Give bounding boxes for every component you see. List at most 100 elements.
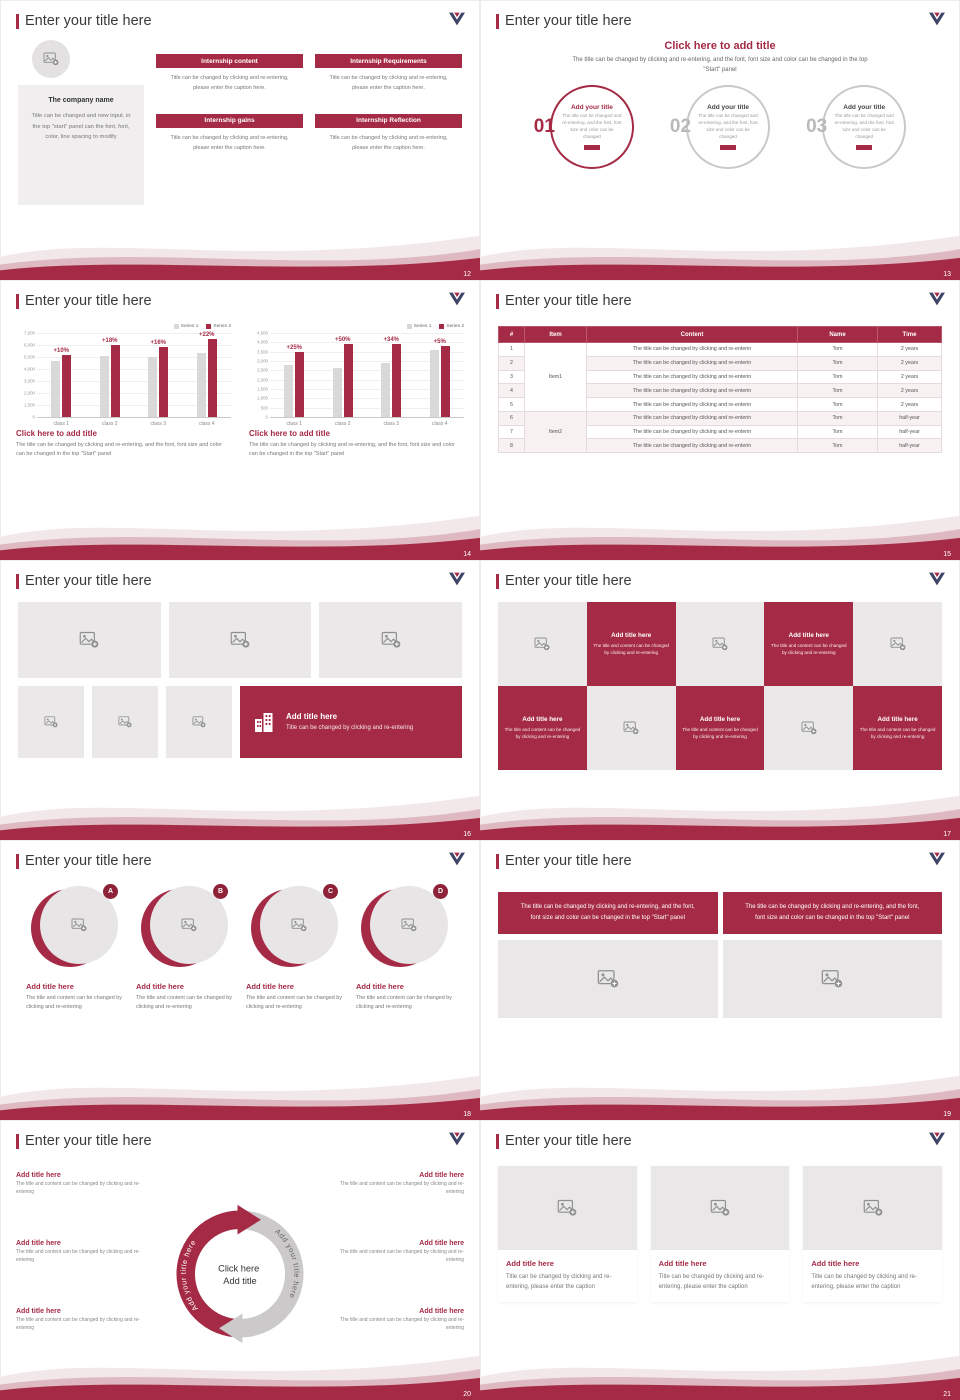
building-icon [252, 710, 276, 734]
bar [196, 353, 206, 417]
slide-header: Enter your title here [16, 1133, 152, 1149]
item-title: Add title here [16, 1172, 61, 1179]
slide-17[interactable]: Enter your title here Add title here The … [480, 560, 960, 840]
image-tile-row [18, 602, 462, 678]
bar [429, 349, 439, 417]
slide-title: Enter your title here [505, 13, 632, 29]
image-tile [764, 686, 854, 770]
slide-header: Enter your title here [16, 13, 152, 29]
page-number: 15 [943, 551, 951, 558]
bar [284, 364, 294, 417]
slide-16[interactable]: Enter your title here Add title here Tit… [0, 560, 480, 840]
slide-12[interactable]: Enter your title here The company name T… [0, 0, 480, 280]
image-placeholder-icon [181, 917, 197, 933]
item-c: C Add title here The title and content c… [246, 884, 344, 1104]
chart-legend: Series 1 Series 2 [16, 324, 231, 329]
tile-body: The title and content can be changed by … [859, 726, 936, 739]
legend-entry: Series 1 [406, 324, 431, 329]
table-row: 5 The title can be changed by clicking a… [498, 397, 942, 412]
slide-title: Enter your title here [25, 573, 152, 589]
bar [99, 355, 109, 417]
section-heading: Click here to add title [664, 40, 776, 52]
accent-bar [856, 144, 873, 150]
slide-20[interactable]: Enter your title here Add title here The… [0, 1120, 480, 1400]
slide-header: Enter your title here [16, 293, 152, 309]
slide-19[interactable]: Enter your title here The title can be c… [480, 840, 960, 1120]
legend-entry: Series 2 [439, 324, 464, 329]
block-title: Internship gains [156, 113, 303, 128]
bars [99, 345, 120, 417]
slide-13[interactable]: Enter your title here Click here to add … [480, 0, 960, 280]
step-body: The title can be changed and re-entering… [698, 113, 758, 140]
slide-14[interactable]: Enter your title here Series 1 Series 2 7,… [0, 280, 480, 560]
image-tile-small [18, 686, 84, 758]
bar-chart-right: Series 1 Series 2 4,500 4,000 3,500 3,000 2,50… [249, 324, 464, 427]
right-items: Add title here The title and content can… [322, 1164, 464, 1340]
slide-header: Enter your title here [16, 573, 152, 589]
col-header-item: Item [524, 326, 587, 343]
page-number: 13 [943, 271, 951, 278]
col-header-num: # [498, 326, 525, 343]
text-tile: Add title here The title and content can … [764, 602, 854, 686]
accent-bar [720, 144, 737, 150]
image-placeholder-icon [381, 630, 401, 650]
y-axis-tick-label: 3,000 [257, 358, 268, 364]
avatar-placeholder [32, 40, 70, 78]
cell-num: 7 [498, 424, 525, 440]
image-placeholder-icon [712, 636, 728, 652]
image-tile [853, 602, 942, 686]
title-accent-bar [16, 573, 19, 589]
slide-18-content: A Add title here The title and content c… [0, 876, 480, 1104]
logo-icon [447, 11, 467, 27]
cycle-item: Add title here The title and content can… [322, 1308, 464, 1332]
image-circle [260, 886, 338, 964]
page-number: 17 [943, 831, 951, 838]
slide-15-content: # Item Content Name Time 1 Item1 The tit… [480, 316, 960, 544]
gridline [270, 342, 464, 344]
company-card: The company name Title can be changed an… [18, 85, 144, 205]
slide-18[interactable]: Enter your title here A Add title here T… [0, 840, 480, 1120]
cell-content: The title can be changed by clicking and… [586, 383, 798, 399]
title-accent-bar [496, 573, 499, 589]
block-body: Title can be changed by clicking and re-… [170, 134, 289, 151]
feature-text: Add title here Title can be changed by c… [286, 712, 413, 733]
text-tile: Add title here The title and content can … [586, 602, 676, 686]
bar-group: +18% class 2 [92, 333, 128, 427]
cell-time: 2 years [877, 355, 942, 371]
item-title: Add title here [419, 1172, 464, 1179]
slide-title: Enter your title here [25, 13, 152, 29]
bars [51, 354, 72, 417]
item-body: The title and content can be changed by … [340, 1181, 464, 1195]
text-tile: Add title here The title and content can … [675, 686, 765, 770]
image-tile [18, 602, 161, 678]
content-card: Add title here Title can be changed by c… [498, 1166, 637, 1303]
image-placeholder-icon [801, 720, 817, 736]
y-axis-tick-label: 1,000 [24, 402, 35, 408]
bar [440, 346, 450, 417]
y-axis-tick-label: 2,500 [257, 367, 268, 373]
y-axis-tick-label: 0 [32, 414, 35, 420]
gridline [37, 417, 231, 418]
slide-header: Enter your title here [496, 13, 632, 29]
slide-21[interactable]: Enter your title here Add title here Tit… [480, 1120, 960, 1400]
slide-15[interactable]: Enter your title here # Item Content Nam… [480, 280, 960, 560]
item-b: B Add title here The title and content c… [136, 884, 234, 1104]
cycle-center-text: Click here Add title [218, 1264, 262, 1286]
step-01: 01 Add your title The title can be chang… [534, 85, 634, 170]
table-header-row: # Item Content Name Time [498, 326, 942, 343]
feature-body: Title can be changed by clicking and re-… [286, 724, 414, 731]
info-blocks: Internship content Title can be changed … [156, 40, 462, 264]
cell-time: 2 years [877, 342, 942, 357]
text-tile: Add title here The title and content can … [498, 686, 587, 770]
item-body: The title and content can be changed by … [246, 995, 342, 1010]
image-tile-small [92, 686, 158, 758]
logo-icon [447, 571, 467, 587]
bar [62, 354, 72, 417]
col-header-name: Name [797, 326, 878, 343]
letter-badge: D [433, 884, 448, 899]
cell-num: 4 [498, 383, 525, 399]
slide-title: Enter your title here [505, 853, 632, 869]
y-axis-tick-label: 4,000 [257, 339, 268, 345]
card-title: Add title here [506, 1259, 554, 1268]
cards-row: Add title here Title can be changed by c… [498, 1166, 943, 1303]
